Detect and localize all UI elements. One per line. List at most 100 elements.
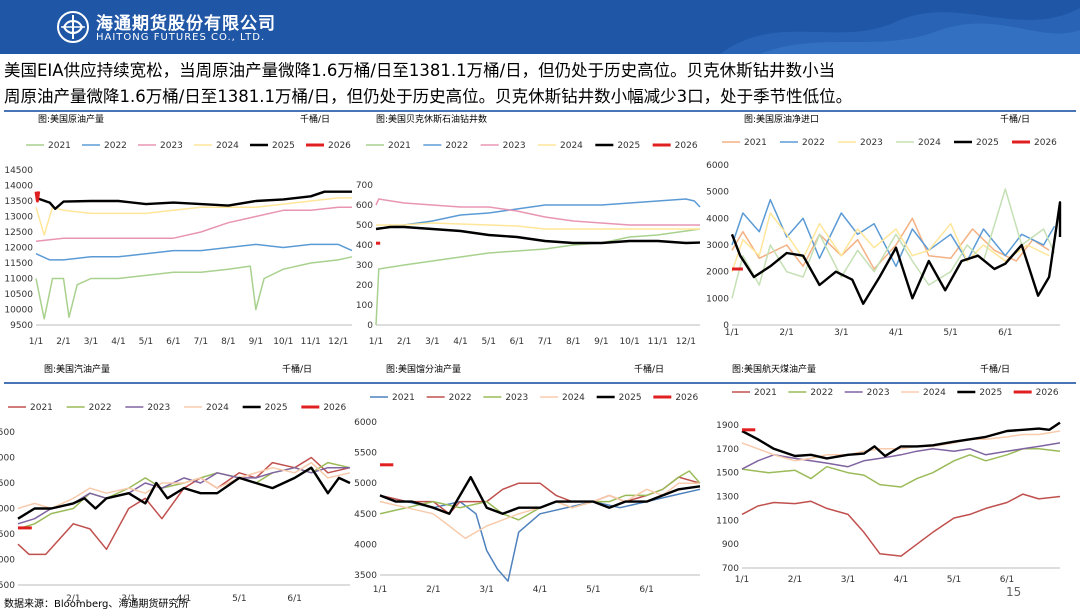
y-tick-label: 3500 xyxy=(354,571,377,581)
y-tick-label: 12000 xyxy=(4,244,33,254)
x-tick-label: 3/1 xyxy=(84,337,98,347)
y-tick-label: 6000 xyxy=(354,418,377,428)
y-tick-label: 1300 xyxy=(716,493,739,503)
x-tick-label: 2/1 xyxy=(788,575,802,585)
y-tick-label: 13000 xyxy=(4,213,33,223)
y-tick-label: 700 xyxy=(356,181,373,191)
y-tick-label: 10500 xyxy=(0,428,15,438)
x-tick-label: 5/1 xyxy=(139,337,153,347)
x-tick-label: 9/1 xyxy=(594,337,608,347)
y-tick-label: 9000 xyxy=(0,505,15,515)
x-tick-label: 3/1 xyxy=(479,585,493,595)
y-tick-label: 2000 xyxy=(706,268,729,278)
y-tick-label: 0 xyxy=(367,321,373,331)
x-tick-label: 1/1 xyxy=(373,585,387,595)
x-tick-label: 6/1 xyxy=(510,337,524,347)
legend-label: 2023 xyxy=(860,138,883,148)
series-line-2025 xyxy=(375,225,701,245)
x-tick-label: 3/1 xyxy=(834,328,848,338)
page-number: 15 xyxy=(1006,585,1022,599)
legend-label: 2024 xyxy=(216,141,239,151)
header-banner: 海通期货股份有限公司 HAITONG FUTURES CO., LTD. xyxy=(0,0,1080,54)
y-tick-label: 1700 xyxy=(716,445,739,455)
chart-crude-imports: 图:美国原油净进口 千桶/日 2021 2022 2023 2024 2025 2026 0 10… xyxy=(706,113,1062,338)
data-source: 数据来源：Bloomberg、海通期货研究所 xyxy=(4,599,189,610)
series-line-2024 xyxy=(17,461,351,510)
legend-label: 2026 xyxy=(323,403,346,413)
legend-label: 2026 xyxy=(1034,138,1057,148)
x-tick-label: 7/1 xyxy=(538,337,552,347)
x-tick-label: 8/1 xyxy=(566,337,580,347)
legend-label: 2021 xyxy=(48,141,71,151)
legend-label: 2022 xyxy=(810,388,833,398)
y-tick-label: 8500 xyxy=(0,530,15,540)
headline-line-2: 周原油产量微降1.6万桶/日至1381.1万桶/日，但仍处于历史高位。贝克休斯钻… xyxy=(4,87,853,106)
brand-name-cn: 海通期货股份有限公司 xyxy=(96,14,276,34)
x-tick-label: 5/1 xyxy=(947,575,961,585)
series-line-2022 xyxy=(35,243,353,261)
brand-name-en: HAITONG FUTURES CO., LTD. xyxy=(96,32,266,43)
legend-label: 2025 xyxy=(617,141,640,151)
y-tick-label: 600 xyxy=(356,201,373,211)
y-tick-label: 5000 xyxy=(354,479,377,489)
legend-label: 2022 xyxy=(104,141,127,151)
chart-crude-production: 图:美国原油产量 千桶/日 2021 2022 2023 2024 2025 2026 9500… xyxy=(4,113,353,347)
x-tick-label: 11/1 xyxy=(301,337,321,347)
y-tick-label: 5500 xyxy=(354,449,377,459)
legend-label: 2025 xyxy=(619,393,642,403)
legend-label: 2021 xyxy=(744,138,767,148)
x-tick-label: 7/1 xyxy=(194,337,208,347)
x-tick-label: 5/1 xyxy=(943,328,957,338)
y-tick-label: 12500 xyxy=(4,228,33,238)
y-tick-label: 3000 xyxy=(706,241,729,251)
x-tick-label: 2/1 xyxy=(779,328,793,338)
series-line-2022 xyxy=(731,198,1056,268)
chart-title: 图:美国汽油产量 xyxy=(44,363,110,375)
legend-label: 2022 xyxy=(802,138,825,148)
y-tick-label: 6000 xyxy=(706,161,729,171)
chart-baker-hughes: 图:美国贝克休斯石油钻井数 2021 2022 2023 2024 2025 2026 0 10… xyxy=(356,113,701,347)
legend-label: 2023 xyxy=(160,141,183,151)
y-tick-label: 300 xyxy=(356,261,373,271)
series-line-2026 xyxy=(34,191,41,203)
legend-label: 2026 xyxy=(675,393,698,403)
x-tick-label: 5/1 xyxy=(586,585,600,595)
x-tick-label: 11/1 xyxy=(648,337,668,347)
x-tick-label: 12/1 xyxy=(676,337,696,347)
series-line-2021 xyxy=(35,256,353,320)
y-tick-label: 900 xyxy=(722,540,739,550)
y-tick-label: 1900 xyxy=(716,421,739,431)
series-line-2024 xyxy=(379,482,700,540)
wave-decoration xyxy=(720,8,1080,54)
y-tick-label: 0 xyxy=(723,321,729,331)
series-line-2025 xyxy=(17,466,351,520)
legend-label: 2026 xyxy=(328,141,351,151)
y-tick-label: 5000 xyxy=(706,188,729,198)
chart-unit: 千桶/日 xyxy=(282,363,312,375)
x-tick-label: 4/1 xyxy=(533,585,547,595)
x-tick-label: 9/1 xyxy=(249,337,263,347)
series-line-2021 xyxy=(741,493,1061,557)
legend-label: 2026 xyxy=(675,141,698,151)
y-tick-label: 10500 xyxy=(4,290,33,300)
chart-title: 图:美国贝克休斯石油钻井数 xyxy=(376,113,487,125)
chart-jet-fuel-production: 图:美国航天煤油产量 千桶/日 2021 2022 2023 2024 2025 2026 70… xyxy=(716,363,1061,585)
chart-unit: 千桶/日 xyxy=(1000,113,1030,125)
legend-label: 2021 xyxy=(388,141,411,151)
y-tick-label: 500 xyxy=(356,221,373,231)
y-tick-label: 100 xyxy=(356,301,373,311)
x-tick-label: 5/1 xyxy=(232,594,246,604)
y-tick-label: 4500 xyxy=(354,510,377,520)
x-tick-label: 1/1 xyxy=(369,337,383,347)
y-tick-label: 1000 xyxy=(706,294,729,304)
legend-label: 2023 xyxy=(503,141,526,151)
x-tick-label: 4/1 xyxy=(111,337,125,347)
chart-title: 图:美国航天煤油产量 xyxy=(732,363,816,375)
chart-gasoline-production: 图:美国汽油产量 千桶/日 2021 2022 2023 2024 2025 2026 7500… xyxy=(0,363,351,604)
series-line-2022 xyxy=(375,198,701,230)
x-tick-label: 2/1 xyxy=(56,337,70,347)
chart-unit: 千桶/日 xyxy=(634,363,664,375)
series-line-2024 xyxy=(731,188,1056,299)
series-line-2025 xyxy=(35,190,352,211)
